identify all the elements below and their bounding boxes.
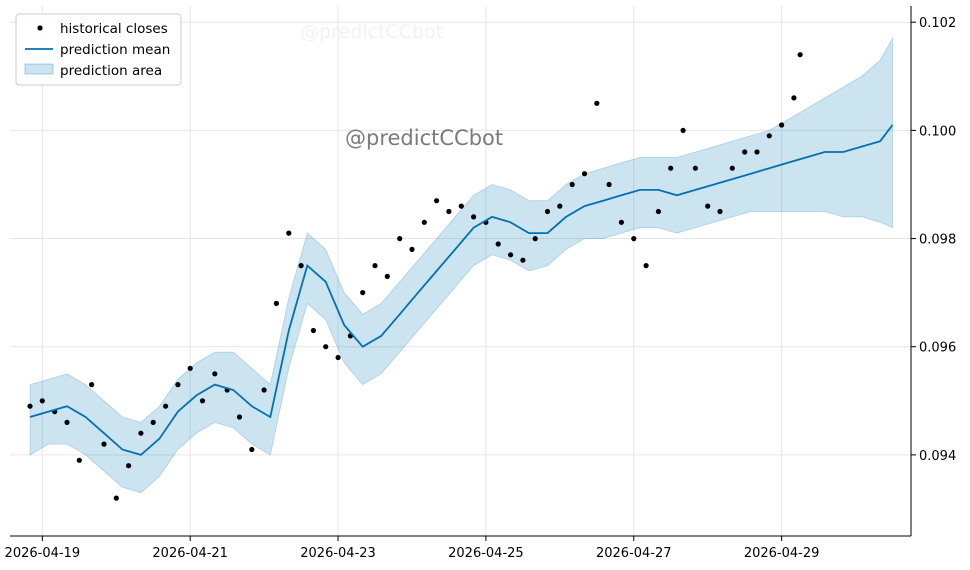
- y-tick-label: 0.098: [919, 233, 956, 248]
- x-tick-label: 2026-04-25: [448, 546, 524, 561]
- x-tick-label: 2026-04-21: [152, 546, 228, 561]
- historical-point: [495, 241, 501, 247]
- historical-point: [606, 181, 612, 188]
- legend-box: [15, 13, 182, 86]
- historical-point: [261, 387, 267, 393]
- y-tick-label: 0.100: [919, 124, 956, 139]
- x-tick-label: 2026-04-19: [5, 546, 81, 561]
- historical-point: [557, 203, 563, 209]
- legend-mean-label: prediction mean: [60, 42, 170, 58]
- historical-point: [360, 290, 366, 296]
- prediction-area: [29, 36, 893, 494]
- historical-point: [27, 403, 33, 409]
- historical-point: [797, 52, 803, 58]
- legend-historical-marker: [37, 25, 43, 31]
- historical-point: [692, 165, 699, 171]
- historical-point: [581, 171, 588, 177]
- historical-point: [643, 263, 649, 269]
- historical-point: [372, 263, 378, 269]
- historical-point: [298, 263, 304, 269]
- prediction-mean-line: [29, 124, 894, 456]
- watermark-faint: @predictCCbot: [300, 21, 443, 43]
- historical-point: [471, 214, 477, 220]
- historical-point: [434, 198, 440, 204]
- x-tick-label: 2026-04-23: [300, 546, 376, 561]
- historical-point: [594, 100, 600, 106]
- historical-point: [766, 133, 772, 139]
- historical-point: [631, 236, 637, 242]
- historical-point: [138, 430, 144, 436]
- historical-point: [655, 208, 662, 215]
- historical-point: [199, 398, 206, 404]
- historical-point: [384, 273, 390, 279]
- historical-point: [126, 463, 132, 469]
- historical-point: [286, 230, 292, 236]
- historical-point: [754, 149, 760, 155]
- historical-point: [520, 257, 526, 263]
- historical-point: [618, 219, 625, 225]
- historical-point: [544, 208, 551, 215]
- historical-point: [175, 382, 181, 388]
- y-tick-label: 0.094: [919, 449, 956, 464]
- legend-historical-label: historical closes: [60, 21, 168, 37]
- historical-point: [446, 208, 452, 215]
- historical-point: [458, 203, 464, 209]
- x-tick-label: 2026-04-29: [744, 546, 820, 561]
- historical-point: [680, 127, 686, 133]
- historical-point: [163, 403, 169, 409]
- historical-point: [39, 398, 45, 404]
- y-tick-label: 0.096: [919, 341, 956, 356]
- historical-point: [113, 495, 119, 501]
- historical-point: [409, 246, 415, 252]
- historical-point: [705, 203, 711, 209]
- historical-closes-points: [27, 52, 803, 501]
- historical-point: [249, 446, 255, 453]
- historical-point: [791, 95, 797, 101]
- y-tick-label: 0.102: [919, 16, 956, 31]
- historical-point: [150, 419, 156, 425]
- historical-point: [273, 300, 279, 306]
- historical-point: [569, 181, 575, 188]
- historical-point: [717, 208, 723, 215]
- historical-point: [101, 441, 107, 447]
- historical-point: [89, 382, 95, 388]
- historical-point: [323, 344, 329, 350]
- legend: historical closes prediction mean predic…: [15, 13, 182, 86]
- historical-point: [532, 236, 538, 242]
- historical-point: [76, 457, 82, 463]
- x-ticks: 2026-04-19 2026-04-21 2026-04-23 2026-04-25…: [5, 536, 820, 561]
- historical-point: [779, 122, 785, 128]
- y-ticks: 0.094 0.096 0.098 0.100 0.102: [911, 16, 956, 464]
- historical-point: [742, 149, 748, 155]
- legend-area-label: prediction area: [60, 63, 162, 79]
- historical-point: [729, 165, 735, 171]
- historical-point: [335, 354, 341, 361]
- historical-point: [310, 327, 316, 334]
- historical-point: [187, 365, 193, 371]
- axes: [10, 6, 912, 537]
- historical-point: [64, 419, 70, 425]
- legend-area-marker: [24, 63, 54, 75]
- watermark: @predictCCbot: [345, 126, 503, 150]
- historical-point: [212, 371, 218, 377]
- historical-point: [421, 219, 427, 225]
- historical-point: [508, 252, 514, 258]
- historical-point: [668, 165, 674, 171]
- historical-point: [236, 414, 243, 420]
- x-tick-label: 2026-04-27: [596, 546, 672, 561]
- historical-point: [397, 236, 403, 242]
